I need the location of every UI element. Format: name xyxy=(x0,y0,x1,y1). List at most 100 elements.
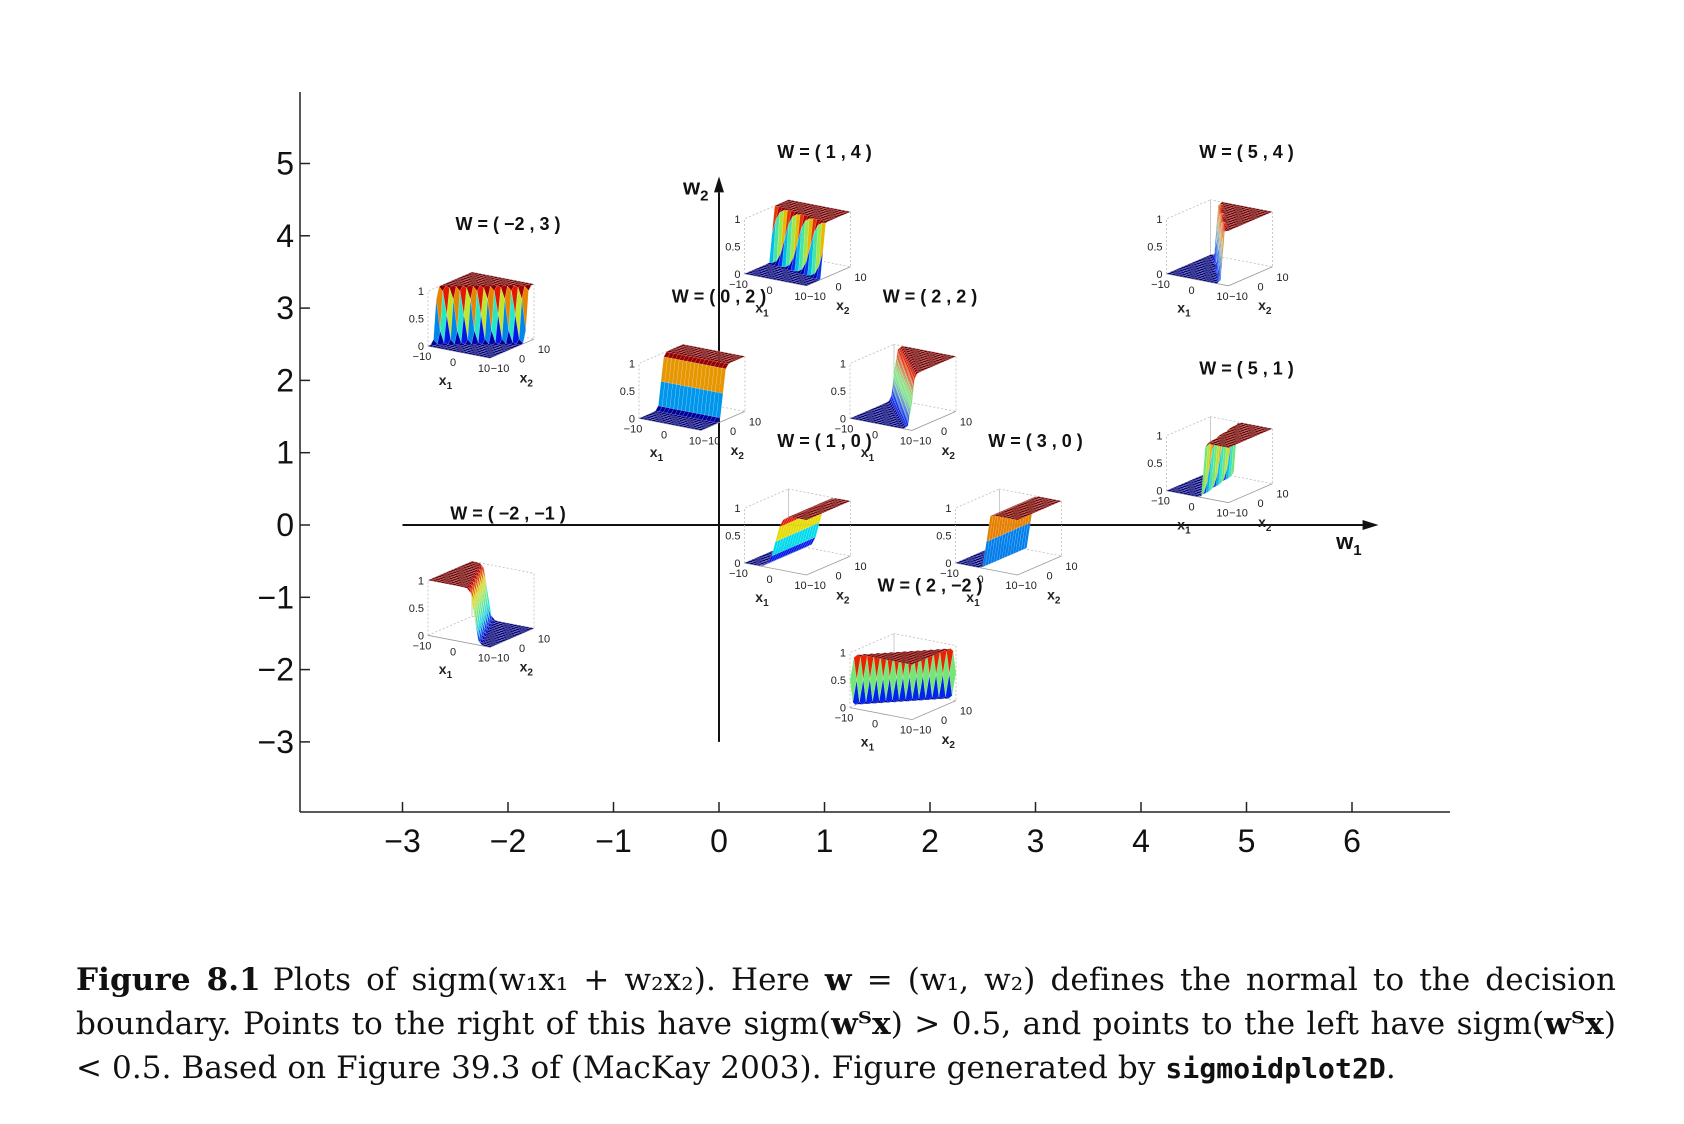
inset-x1-tick: 0 xyxy=(766,285,772,297)
surface-patch xyxy=(526,283,535,286)
inset-x1-subscript: 1 xyxy=(1185,526,1191,537)
surface-patch xyxy=(646,413,655,416)
surface-patch xyxy=(1240,221,1249,224)
inset-title: W = ( 1 , 4 ) xyxy=(777,142,872,162)
inset-x1-tick: 0 xyxy=(872,429,878,441)
surface-patch xyxy=(691,420,700,423)
inset-x1-subscript: 1 xyxy=(447,381,453,392)
surface-patch xyxy=(688,419,697,423)
inset-x1-tick: −10 xyxy=(729,568,748,580)
surface-patch xyxy=(524,284,532,292)
surface-patch xyxy=(900,364,908,412)
surface-patch xyxy=(454,282,463,286)
surface-patch xyxy=(798,220,806,272)
inset-x2-subscript: 2 xyxy=(949,451,955,462)
surface-patch xyxy=(1169,273,1178,276)
inset-x1-label: x1 xyxy=(650,444,664,464)
surface-patch xyxy=(496,351,505,354)
surface-patch xyxy=(476,285,484,316)
inset-x2-label: x2 xyxy=(942,442,956,462)
inset-z-tick: 0.5 xyxy=(725,241,740,253)
surface-patch xyxy=(455,284,464,292)
inset-title: W = ( 2 , −2 ) xyxy=(877,576,982,596)
inset-x1-subscript: 1 xyxy=(763,309,769,320)
caption-text-1: Plots of sigm(w₁x₁ + w₂x₂). Here xyxy=(272,962,825,998)
surface-patch xyxy=(522,282,531,285)
surface-patch xyxy=(921,362,930,365)
surface-patch xyxy=(704,424,713,428)
surface-patch xyxy=(669,417,678,421)
inset-z-tick: 1 xyxy=(418,286,424,298)
inset-x2-label: x2 xyxy=(1258,297,1272,317)
inset-title: W = ( 3 , 0 ) xyxy=(988,431,1083,451)
inset-x2-label: x2 xyxy=(1047,586,1061,606)
surface-patch xyxy=(1202,258,1211,262)
surface-patch xyxy=(494,285,502,316)
surface-patch xyxy=(699,427,708,430)
surface-patch xyxy=(751,273,760,277)
inset-x2-tick: 10 xyxy=(538,344,550,356)
surface-patch xyxy=(893,353,901,401)
surface-patch xyxy=(507,284,515,292)
surface-patch xyxy=(803,213,812,216)
surface-patch xyxy=(899,353,907,382)
y-tick-label: −2 xyxy=(258,652,294,688)
surface-patch xyxy=(688,347,697,350)
surface-patch xyxy=(789,214,797,265)
inset-x1-tick: 0 xyxy=(872,719,878,731)
surface-patch xyxy=(438,284,446,292)
surface-patch xyxy=(807,214,816,217)
inset-x2-label: x2 xyxy=(731,442,745,462)
inset-x1-label: x1 xyxy=(861,733,875,753)
surface-patch xyxy=(723,354,732,357)
surface-patch xyxy=(1191,263,1200,267)
surface-patch xyxy=(662,416,671,419)
surface-patch xyxy=(684,418,693,422)
y-tick-label: 5 xyxy=(276,146,294,182)
surface-patch xyxy=(849,417,858,420)
surface-patch xyxy=(786,208,795,211)
surface-patch xyxy=(696,349,705,352)
inset-x2-tick: −10 xyxy=(1018,580,1037,592)
surface-patch xyxy=(707,351,716,354)
inset-x2-tick: 0 xyxy=(1046,571,1052,583)
surface-patch xyxy=(897,349,905,378)
w2-axis-subscript: 2 xyxy=(700,187,708,204)
w1-arrowhead xyxy=(1362,520,1379,530)
surface-patch xyxy=(880,405,889,409)
inset-z-tick: 0.5 xyxy=(1147,458,1162,470)
surface-patch xyxy=(665,417,674,420)
surface-patch xyxy=(1253,208,1262,211)
inset-title: W = ( −2 , 3 ) xyxy=(455,214,560,234)
surface-patch xyxy=(1197,261,1206,264)
surface-patch xyxy=(1229,226,1238,229)
surface-patch xyxy=(919,358,928,361)
surface-patch xyxy=(1230,204,1239,207)
surface-patch xyxy=(1206,276,1215,280)
surface-patch xyxy=(680,425,689,428)
w2-axis-label: w2 xyxy=(682,174,708,204)
x-tick-label: 0 xyxy=(710,823,728,859)
inset-title: W = ( 1 , 0 ) xyxy=(777,431,872,451)
inset-x2-tick: 10 xyxy=(854,272,866,284)
inset-x2-tick: −10 xyxy=(807,580,826,592)
surface-patch xyxy=(680,346,689,349)
inset-x1-tick: −10 xyxy=(1151,279,1170,291)
surface-patch xyxy=(1207,266,1216,270)
surface-patch xyxy=(882,409,891,413)
surface-patch xyxy=(906,365,914,394)
surface-patch xyxy=(445,284,453,289)
inset-x1-label: x1 xyxy=(439,661,453,681)
surface-patch xyxy=(731,355,740,359)
inset-x2-subscript: 2 xyxy=(527,379,533,390)
inset-x1-tick: 0 xyxy=(450,646,456,658)
surface-patch xyxy=(780,270,789,274)
surface-patch xyxy=(897,360,905,409)
inset-z-tick: 1 xyxy=(734,214,740,226)
surface-patch xyxy=(901,357,909,386)
inset-x2-label: x2 xyxy=(520,659,534,679)
inset-x2-tick: 0 xyxy=(519,354,525,366)
